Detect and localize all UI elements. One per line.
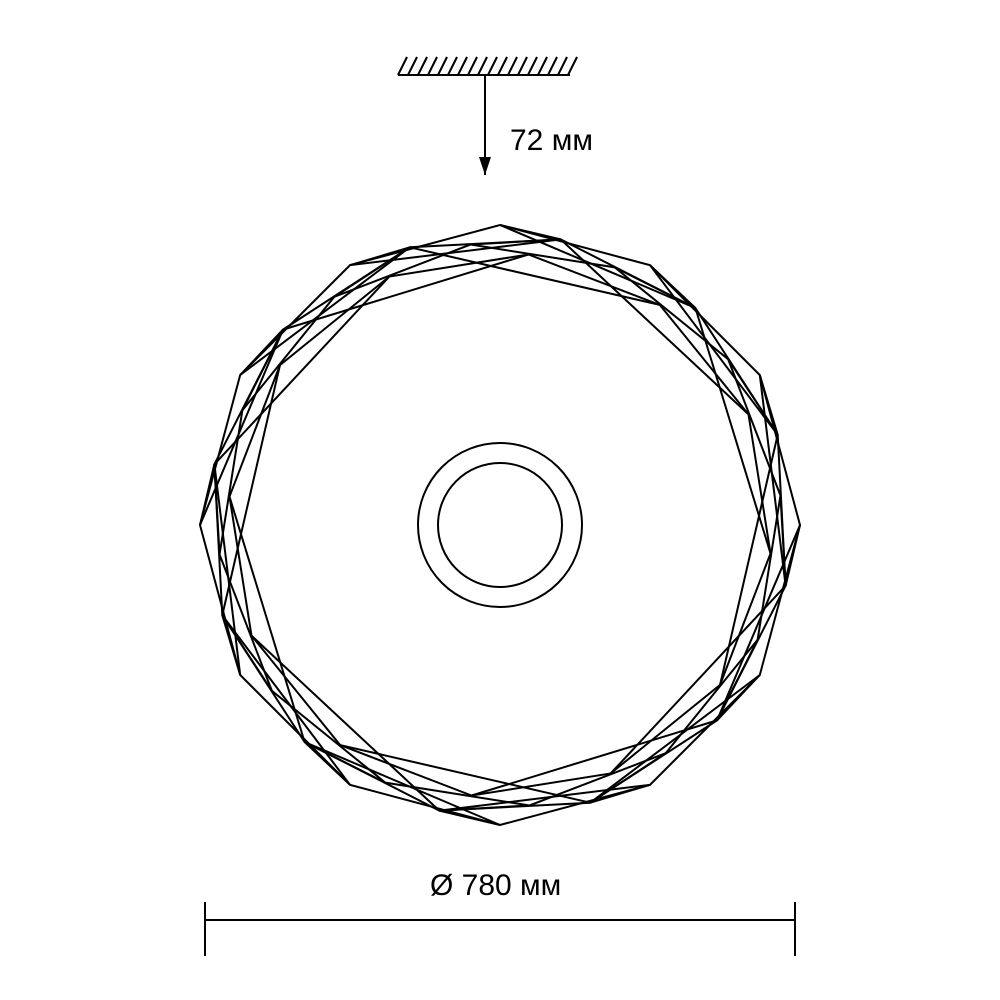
- fixture-outline: [200, 225, 800, 825]
- ceiling-mount: [398, 57, 577, 75]
- height-dimension-label: 72 мм: [510, 124, 593, 157]
- diameter-dimension: [205, 902, 795, 956]
- height-dimension: [475, 75, 495, 175]
- diameter-dimension-label: Ø 780 мм: [430, 869, 561, 902]
- technical-drawing: 72 мм Ø 780 мм: [0, 0, 1000, 1000]
